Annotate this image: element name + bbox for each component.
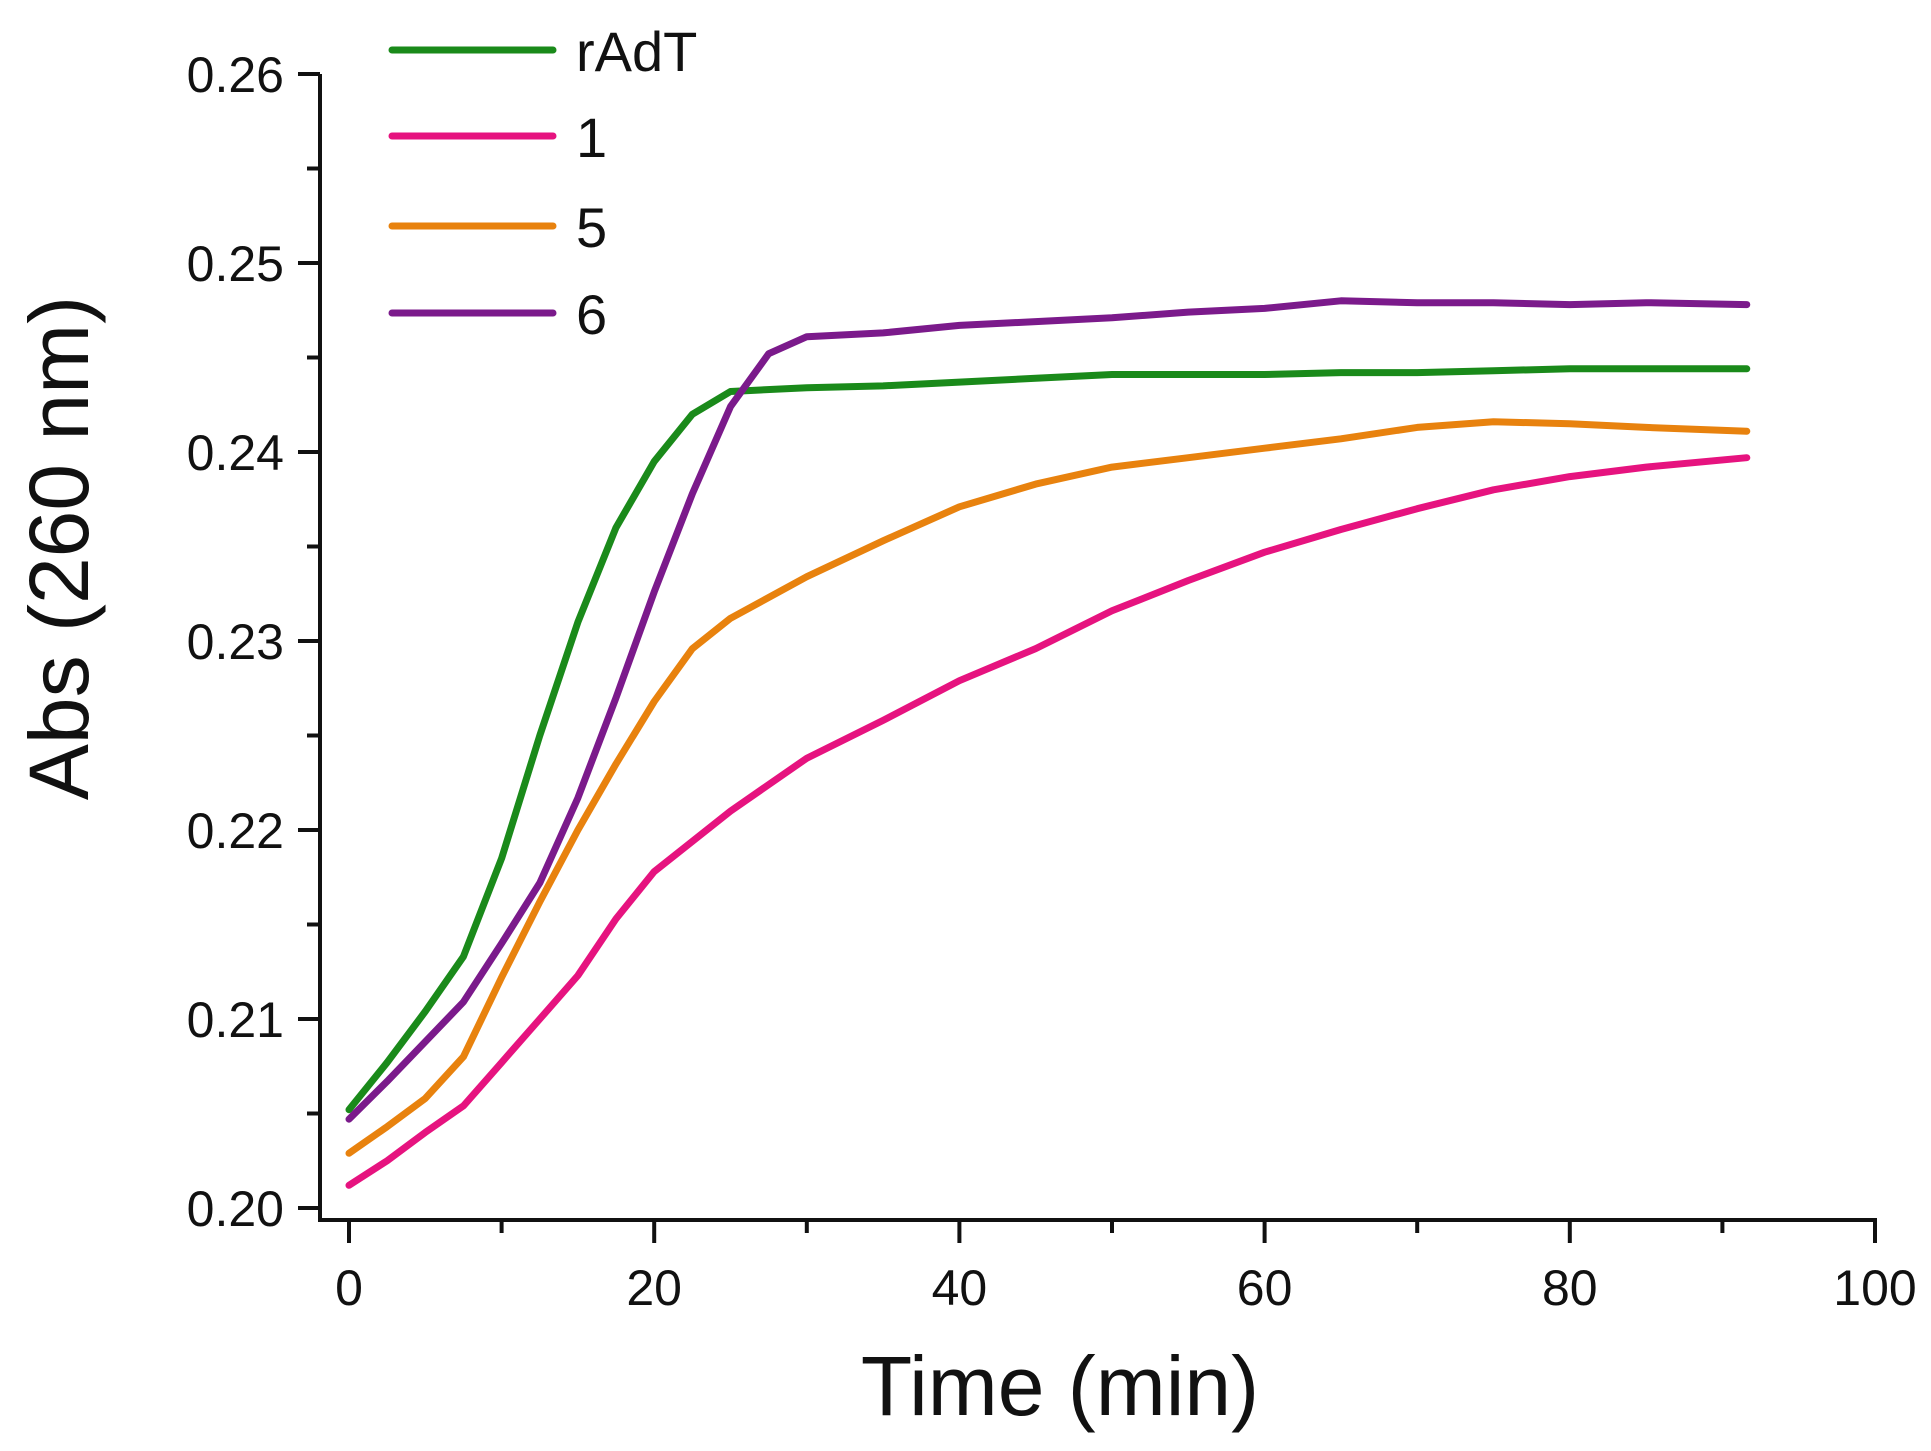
y-tick-label: 0.26 bbox=[187, 47, 284, 103]
y-tick-label: 0.25 bbox=[187, 236, 284, 292]
x-axis-title: Time (min) bbox=[861, 1339, 1259, 1433]
series-line-6 bbox=[345, 297, 1751, 1123]
y-ticks: 0.20 0.21 0.22 0.23 0.24 0.25 0.26 bbox=[187, 47, 320, 1237]
y-tick-label: 0.23 bbox=[187, 614, 284, 670]
y-axis-title: Abs (260 nm) bbox=[12, 296, 106, 800]
y-tick-label: 0.21 bbox=[187, 992, 284, 1048]
y-tick-label: 0.20 bbox=[187, 1181, 284, 1237]
legend-label: 1 bbox=[576, 106, 607, 169]
legend-item-6: 6 bbox=[388, 283, 607, 346]
legend-label: 5 bbox=[576, 196, 607, 259]
legend-item-5: 5 bbox=[388, 196, 607, 259]
axes-layer bbox=[318, 74, 1877, 1222]
series-line-rAdT bbox=[345, 365, 1751, 1114]
x-tick-label: 40 bbox=[932, 1260, 988, 1316]
legend: rAdT 1 5 6 bbox=[388, 20, 697, 346]
x-tick-label: 100 bbox=[1833, 1260, 1916, 1316]
series-layer bbox=[345, 297, 1751, 1189]
x-ticks: 0 20 40 60 80 100 bbox=[335, 1220, 1917, 1316]
x-tick-label: 60 bbox=[1237, 1260, 1293, 1316]
legend-label: rAdT bbox=[576, 20, 697, 83]
x-tick-label: 0 bbox=[335, 1260, 363, 1316]
series-line-1 bbox=[345, 454, 1751, 1189]
x-tick-label: 20 bbox=[626, 1260, 682, 1316]
y-tick-label: 0.24 bbox=[187, 425, 284, 481]
legend-item-rAdT: rAdT bbox=[388, 20, 697, 83]
y-tick-label: 0.22 bbox=[187, 803, 284, 859]
legend-item-1: 1 bbox=[388, 106, 607, 169]
series-line-5 bbox=[345, 418, 1751, 1157]
legend-label: 6 bbox=[576, 283, 607, 346]
x-tick-label: 80 bbox=[1542, 1260, 1598, 1316]
